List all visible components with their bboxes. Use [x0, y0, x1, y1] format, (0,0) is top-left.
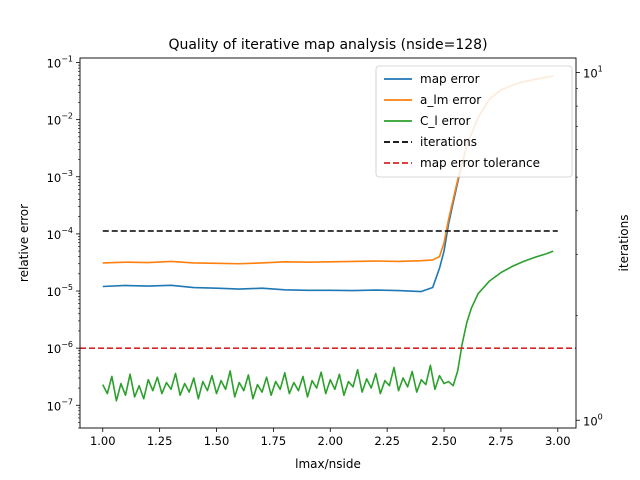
y2-tick-label-0: 100: [583, 412, 603, 428]
legend: map error a_lm error C_l error iterations ma…: [375, 65, 573, 178]
legend-label-4: map error tolerance: [420, 156, 540, 170]
series-line-2: [102, 250, 554, 402]
y2-tick-label-1: 101: [583, 64, 603, 80]
y-tick-label-2: 10−5: [47, 283, 73, 299]
y-tick-label-6: 10−1: [47, 55, 73, 71]
legend-box: [375, 65, 573, 178]
x-tick-label-5: 2.25: [374, 434, 400, 448]
y-tick-label-4: 10−3: [47, 169, 73, 185]
x-tick-label-1: 1.25: [147, 434, 173, 448]
chart-title: Quality of iterative map analysis (nside…: [168, 37, 487, 53]
x-tick-label-8: 3.00: [545, 434, 571, 448]
x-tick-label-4: 2.00: [317, 434, 343, 448]
y-tick-label-5: 10−2: [47, 112, 73, 128]
y-axis-label: relative error: [17, 204, 31, 282]
legend-label-3: iterations: [420, 135, 477, 149]
legend-label-0: map error: [420, 72, 480, 86]
y-tick-label-0: 10−7: [47, 397, 73, 413]
legend-label-1: a_lm error: [420, 93, 481, 107]
x-tick-label-6: 2.50: [431, 434, 457, 448]
legend-label-2: C_l error: [420, 114, 471, 128]
plot-area: 1.00 1.25 1.50 1.75 2.00 2.25 2.50 2.75 3.00 10−7…: [47, 55, 603, 448]
x-tick-label-3: 1.75: [261, 434, 287, 448]
y-tick-label-1: 10−6: [47, 340, 73, 356]
x-axis-label: lmax/nside: [295, 457, 361, 471]
y-tick-label-3: 10−4: [47, 226, 73, 242]
x-tick-label-2: 1.50: [204, 434, 230, 448]
x-tick-label-0: 1.00: [90, 434, 116, 448]
x-tick-label-7: 2.75: [488, 434, 514, 448]
y2-axis-label: iterations: [617, 215, 631, 272]
